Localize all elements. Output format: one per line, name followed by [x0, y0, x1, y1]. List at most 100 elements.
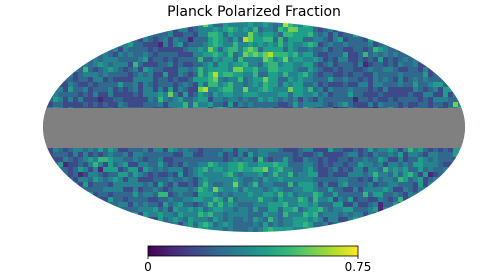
sky-pixel: [223, 182, 228, 187]
sky-pixel: [348, 207, 353, 212]
sky-pixel: [148, 192, 153, 197]
sky-pixel: [368, 72, 373, 77]
sky-pixel: [248, 32, 253, 37]
sky-pixel: [158, 67, 163, 72]
sky-pixel: [438, 157, 443, 162]
sky-pixel: [88, 162, 93, 167]
sky-pixel: [183, 177, 188, 182]
sky-pixel: [398, 57, 403, 62]
sky-pixel: [248, 162, 253, 167]
sky-pixel: [178, 212, 183, 217]
sky-pixel: [363, 152, 368, 157]
sky-pixel: [378, 152, 383, 157]
sky-pixel: [173, 57, 178, 62]
sky-pixel: [428, 182, 433, 187]
sky-pixel: [98, 82, 103, 87]
sky-pixel: [463, 87, 468, 92]
sky-pixel: [63, 177, 68, 182]
sky-pixel: [383, 57, 388, 62]
sky-pixel: [343, 52, 348, 57]
sky-pixel: [348, 212, 353, 217]
sky-pixel: [108, 212, 113, 217]
sky-pixel: [48, 72, 53, 77]
sky-pixel: [88, 202, 93, 207]
sky-pixel: [193, 77, 198, 82]
sky-pixel: [328, 227, 333, 232]
sky-pixel: [128, 57, 133, 62]
sky-pixel: [108, 102, 113, 107]
sky-pixel: [348, 227, 353, 232]
sky-pixel: [193, 187, 198, 192]
sky-pixel: [73, 177, 78, 182]
sky-pixel: [93, 82, 98, 87]
sky-pixel: [438, 62, 443, 67]
sky-pixel: [423, 222, 428, 227]
sky-pixel: [113, 82, 118, 87]
sky-pixel: [428, 202, 433, 207]
sky-pixel: [398, 157, 403, 162]
sky-pixel: [108, 82, 113, 87]
sky-pixel: [153, 162, 158, 167]
sky-pixel: [158, 207, 163, 212]
sky-pixel: [463, 67, 468, 72]
sky-pixel: [263, 192, 268, 197]
sky-pixel: [73, 157, 78, 162]
sky-pixel: [363, 32, 368, 37]
sky-pixel: [103, 67, 108, 72]
sky-pixel: [138, 72, 143, 77]
sky-pixel: [268, 87, 273, 92]
sky-pixel: [408, 57, 413, 62]
sky-pixel: [48, 212, 53, 217]
sky-pixel: [333, 92, 338, 97]
sky-pixel: [133, 187, 138, 192]
sky-pixel: [273, 37, 278, 42]
sky-pixel: [258, 207, 263, 212]
sky-pixel: [123, 47, 128, 52]
sky-pixel: [343, 227, 348, 232]
sky-pixel: [68, 72, 73, 77]
sky-pixel: [158, 57, 163, 62]
sky-pixel: [353, 202, 358, 207]
sky-pixel: [318, 97, 323, 102]
sky-pixel: [413, 32, 418, 37]
sky-pixel: [308, 62, 313, 67]
sky-pixel: [418, 82, 423, 87]
sky-pixel: [93, 177, 98, 182]
sky-pixel: [173, 82, 178, 87]
sky-pixel: [258, 77, 263, 82]
sky-pixel: [153, 207, 158, 212]
sky-pixel: [78, 67, 83, 72]
sky-pixel: [378, 77, 383, 82]
sky-pixel: [213, 92, 218, 97]
sky-pixel: [223, 152, 228, 157]
sky-pixel: [128, 212, 133, 217]
sky-pixel: [153, 152, 158, 157]
sky-pixel: [198, 77, 203, 82]
sky-pixel: [313, 197, 318, 202]
sky-pixel: [458, 27, 463, 32]
sky-pixel: [228, 222, 233, 227]
sky-pixel: [128, 167, 133, 172]
sky-pixel: [183, 72, 188, 77]
sky-pixel: [183, 82, 188, 87]
sky-pixel: [213, 27, 218, 32]
sky-pixel: [228, 87, 233, 92]
sky-pixel: [448, 192, 453, 197]
sky-pixel: [228, 192, 233, 197]
sky-pixel: [408, 32, 413, 37]
sky-pixel: [213, 197, 218, 202]
sky-pixel: [443, 157, 448, 162]
sky-pixel: [368, 77, 373, 82]
sky-pixel: [313, 82, 318, 87]
sky-pixel: [458, 32, 463, 37]
sky-pixel: [238, 62, 243, 67]
sky-pixel: [168, 82, 173, 87]
sky-pixel: [63, 222, 68, 227]
sky-pixel: [228, 32, 233, 37]
sky-pixel: [428, 22, 433, 27]
sky-pixel: [218, 222, 223, 227]
sky-pixel: [243, 182, 248, 187]
sky-pixel: [103, 87, 108, 92]
sky-pixel: [233, 22, 238, 27]
sky-pixel: [258, 227, 263, 232]
